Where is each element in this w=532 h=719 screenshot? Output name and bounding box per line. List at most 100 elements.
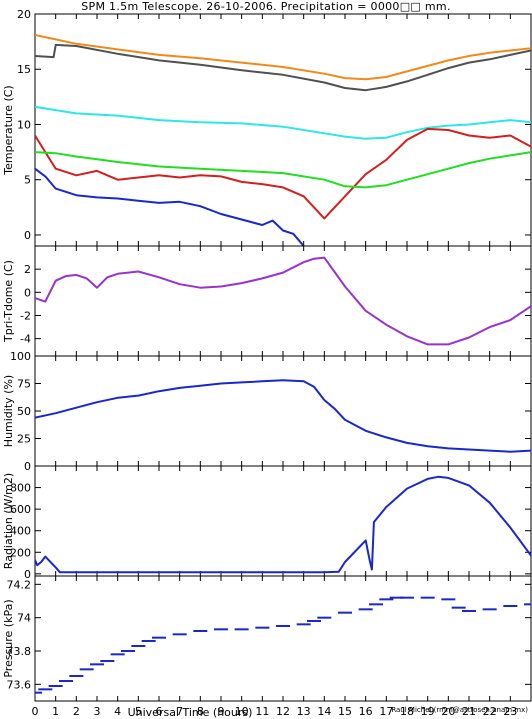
series-line-3 xyxy=(35,105,531,140)
x-tick-label: 11 xyxy=(255,705,269,718)
x-tick-label: 15 xyxy=(338,705,352,718)
panel-frame xyxy=(34,465,532,577)
data-point xyxy=(296,623,311,626)
y-tick-label: 0 xyxy=(24,568,31,581)
x-tick-label: 0 xyxy=(32,705,39,718)
data-point xyxy=(400,596,414,599)
data-point xyxy=(110,653,125,656)
y-tick-label: 400 xyxy=(10,525,31,538)
y-axis-title: Temperature (C) xyxy=(2,85,15,175)
x-tick-label: 10 xyxy=(235,705,249,718)
data-point xyxy=(59,680,73,682)
y-axis-title: Tpri-Tdome (C) xyxy=(2,260,15,343)
x-tick-label: 9 xyxy=(218,705,225,718)
x-tick-label: 21 xyxy=(462,705,476,718)
y-tick-label: 200 xyxy=(10,546,31,559)
x-tick-label: 7 xyxy=(176,705,183,718)
x-tick-label: 12 xyxy=(276,705,290,718)
x-tick-label: 13 xyxy=(297,705,311,718)
data-point xyxy=(48,685,63,687)
data-point xyxy=(38,688,53,691)
x-tick-label: 18 xyxy=(400,705,414,718)
y-tick-label: -4 xyxy=(20,333,31,346)
data-point xyxy=(379,598,394,601)
panel-3: 0 25 50 75 100 Humidity (%) xyxy=(2,350,532,473)
x-tick-label: 3 xyxy=(94,705,101,718)
data-point xyxy=(451,606,466,609)
data-point xyxy=(141,640,156,642)
x-tick-label: 23 xyxy=(503,705,517,718)
y-tick-label: 74 xyxy=(17,612,31,625)
y-tick-label: 100 xyxy=(10,350,31,363)
x-tick-label: 8 xyxy=(197,705,204,718)
data-point xyxy=(317,616,332,619)
chart-title: SPM 1.5m Telescope. 26-10-2006. Precipit… xyxy=(81,0,451,13)
x-tick-label: 14 xyxy=(317,705,331,718)
series-line-1 xyxy=(35,256,531,346)
data-point xyxy=(193,630,208,632)
y-tick-label: 73.6 xyxy=(7,678,32,691)
x-tick-label: 22 xyxy=(483,705,497,718)
panel-frame xyxy=(34,245,532,357)
x-tick-label: 2 xyxy=(73,705,80,718)
data-point xyxy=(69,675,84,677)
data-point xyxy=(441,598,456,601)
y-tick-label: 10 xyxy=(17,118,31,131)
data-point xyxy=(276,625,290,627)
data-point xyxy=(358,608,373,611)
data-point xyxy=(172,633,187,636)
y-axis-title: Humidity (%) xyxy=(2,375,15,447)
data-point xyxy=(100,660,115,662)
y-tick-label: 25 xyxy=(17,433,31,446)
y-tick-label: 0 xyxy=(24,229,31,242)
data-point xyxy=(234,628,249,631)
x-tick-label: 1 xyxy=(52,705,59,718)
series-line-4 xyxy=(35,127,531,220)
data-point xyxy=(524,603,531,606)
y-tick-label: 20 xyxy=(17,8,31,21)
credit-text: Raul Michel (rmm@astrosen.unam.mx) xyxy=(391,706,528,714)
y-tick-label: 2 xyxy=(24,263,31,276)
x-tick-label: 19 xyxy=(421,705,435,718)
y-tick-label: -2 xyxy=(20,309,31,322)
x-axis-title: Universal Time (hours) xyxy=(128,706,253,719)
x-tick-label: 16 xyxy=(359,705,373,718)
series-line-1 xyxy=(35,34,531,81)
series-line-1 xyxy=(35,475,531,574)
data-point xyxy=(307,620,321,622)
y-tick-label: 5 xyxy=(24,174,31,187)
data-point xyxy=(369,603,383,606)
x-tick-label: 5 xyxy=(135,705,142,718)
x-tick-label: 4 xyxy=(114,705,121,718)
series-line-1 xyxy=(35,379,531,453)
data-point xyxy=(152,636,166,639)
x-tick-label: 6 xyxy=(156,705,163,718)
y-tick-label: 0 xyxy=(24,460,31,473)
data-point xyxy=(131,645,146,647)
panel-2: -4 -2 0 2 Tpri-Tdome (C) xyxy=(2,245,532,357)
x-tick-label: 20 xyxy=(441,705,455,718)
data-point xyxy=(35,691,42,694)
x-tick-label: 17 xyxy=(379,705,393,718)
y-tick-label: 50 xyxy=(17,405,31,418)
data-point xyxy=(90,663,104,666)
data-point xyxy=(255,626,270,629)
data-point xyxy=(503,605,518,607)
y-axis-title: Radiation (W/m2) xyxy=(2,473,15,569)
y-tick-label: 15 xyxy=(17,63,31,76)
panel-frame xyxy=(34,575,532,702)
data-point xyxy=(389,596,404,599)
series-line-2 xyxy=(35,43,531,92)
series-line-5 xyxy=(35,151,531,189)
data-point xyxy=(121,650,135,652)
data-point xyxy=(482,608,497,611)
panel-5: 73.6 73.8 74 74.2 Pressure (kPa) xyxy=(2,575,532,702)
y-tick-label: 0 xyxy=(24,286,31,299)
data-point xyxy=(462,610,476,612)
y-tick-label: 73.8 xyxy=(7,645,32,658)
data-point xyxy=(79,668,94,671)
series-line-6 xyxy=(35,167,305,246)
panel-1: 0 5 10 15 20 Temperature (C) xyxy=(2,8,532,247)
